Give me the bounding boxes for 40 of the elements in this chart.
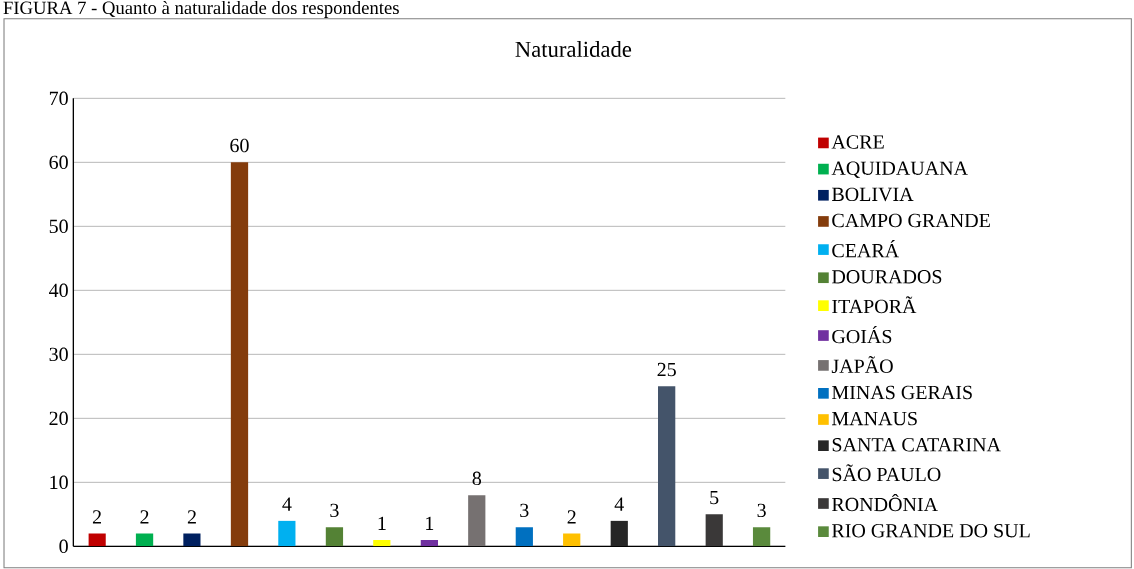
data-label: 5 (710, 491, 719, 505)
y-tick-label: 0 (59, 539, 68, 554)
y-tick-label: 20 (49, 411, 68, 426)
data-label: 4 (614, 497, 624, 511)
y-tick-label: 70 (49, 91, 68, 106)
legend-label: SANTA CATARINA (832, 438, 1001, 452)
y-tick-label: 50 (49, 219, 68, 234)
data-label: 2 (187, 510, 196, 524)
chart-title: Naturalidade (515, 41, 632, 57)
legend-label: GOIÁS (832, 325, 892, 344)
data-label: 1 (426, 516, 434, 530)
data-label: 1 (378, 516, 386, 530)
data-label: 2 (567, 510, 576, 524)
data-label: 2 (92, 510, 101, 524)
data-label: 25 (657, 362, 676, 377)
data-label: 3 (330, 503, 339, 518)
data-label: 3 (520, 503, 529, 518)
y-tick-label: 60 (49, 155, 68, 170)
legend-label: RIO GRANDE DO SUL (832, 524, 1030, 538)
legend-label: CAMPO GRANDE (832, 213, 990, 228)
y-tick-label: 30 (49, 347, 68, 362)
data-label: 2 (140, 510, 149, 524)
text: FIGURA 7 - Quanto à naturalidade dos respondentes (3, 0, 399, 18)
y-tick-label: 40 (49, 283, 68, 298)
legend-label: AQUIDAUANA (831, 161, 968, 178)
y-tick-label: 10 (50, 475, 68, 490)
legend-label: RONDÔNIA (832, 493, 938, 512)
legend-label: JAPÃO (831, 356, 893, 373)
legend-label: BOLIVIA (832, 187, 914, 202)
legend-label: MANAUS (832, 411, 917, 426)
legend-label: CEARÁ (832, 240, 900, 258)
data-label: 60 (230, 138, 249, 153)
legend-label: SÃO PAULO (832, 464, 941, 482)
legend-label: ACRE (831, 135, 884, 149)
data-label: 4 (282, 497, 292, 511)
legend-label: DOURADOS (832, 270, 942, 284)
data-label: 3 (757, 503, 766, 518)
data-label: 8 (472, 471, 482, 486)
legend-label: MINAS GERAIS (832, 385, 972, 400)
legend-label: ITAPORÃ (832, 296, 917, 314)
